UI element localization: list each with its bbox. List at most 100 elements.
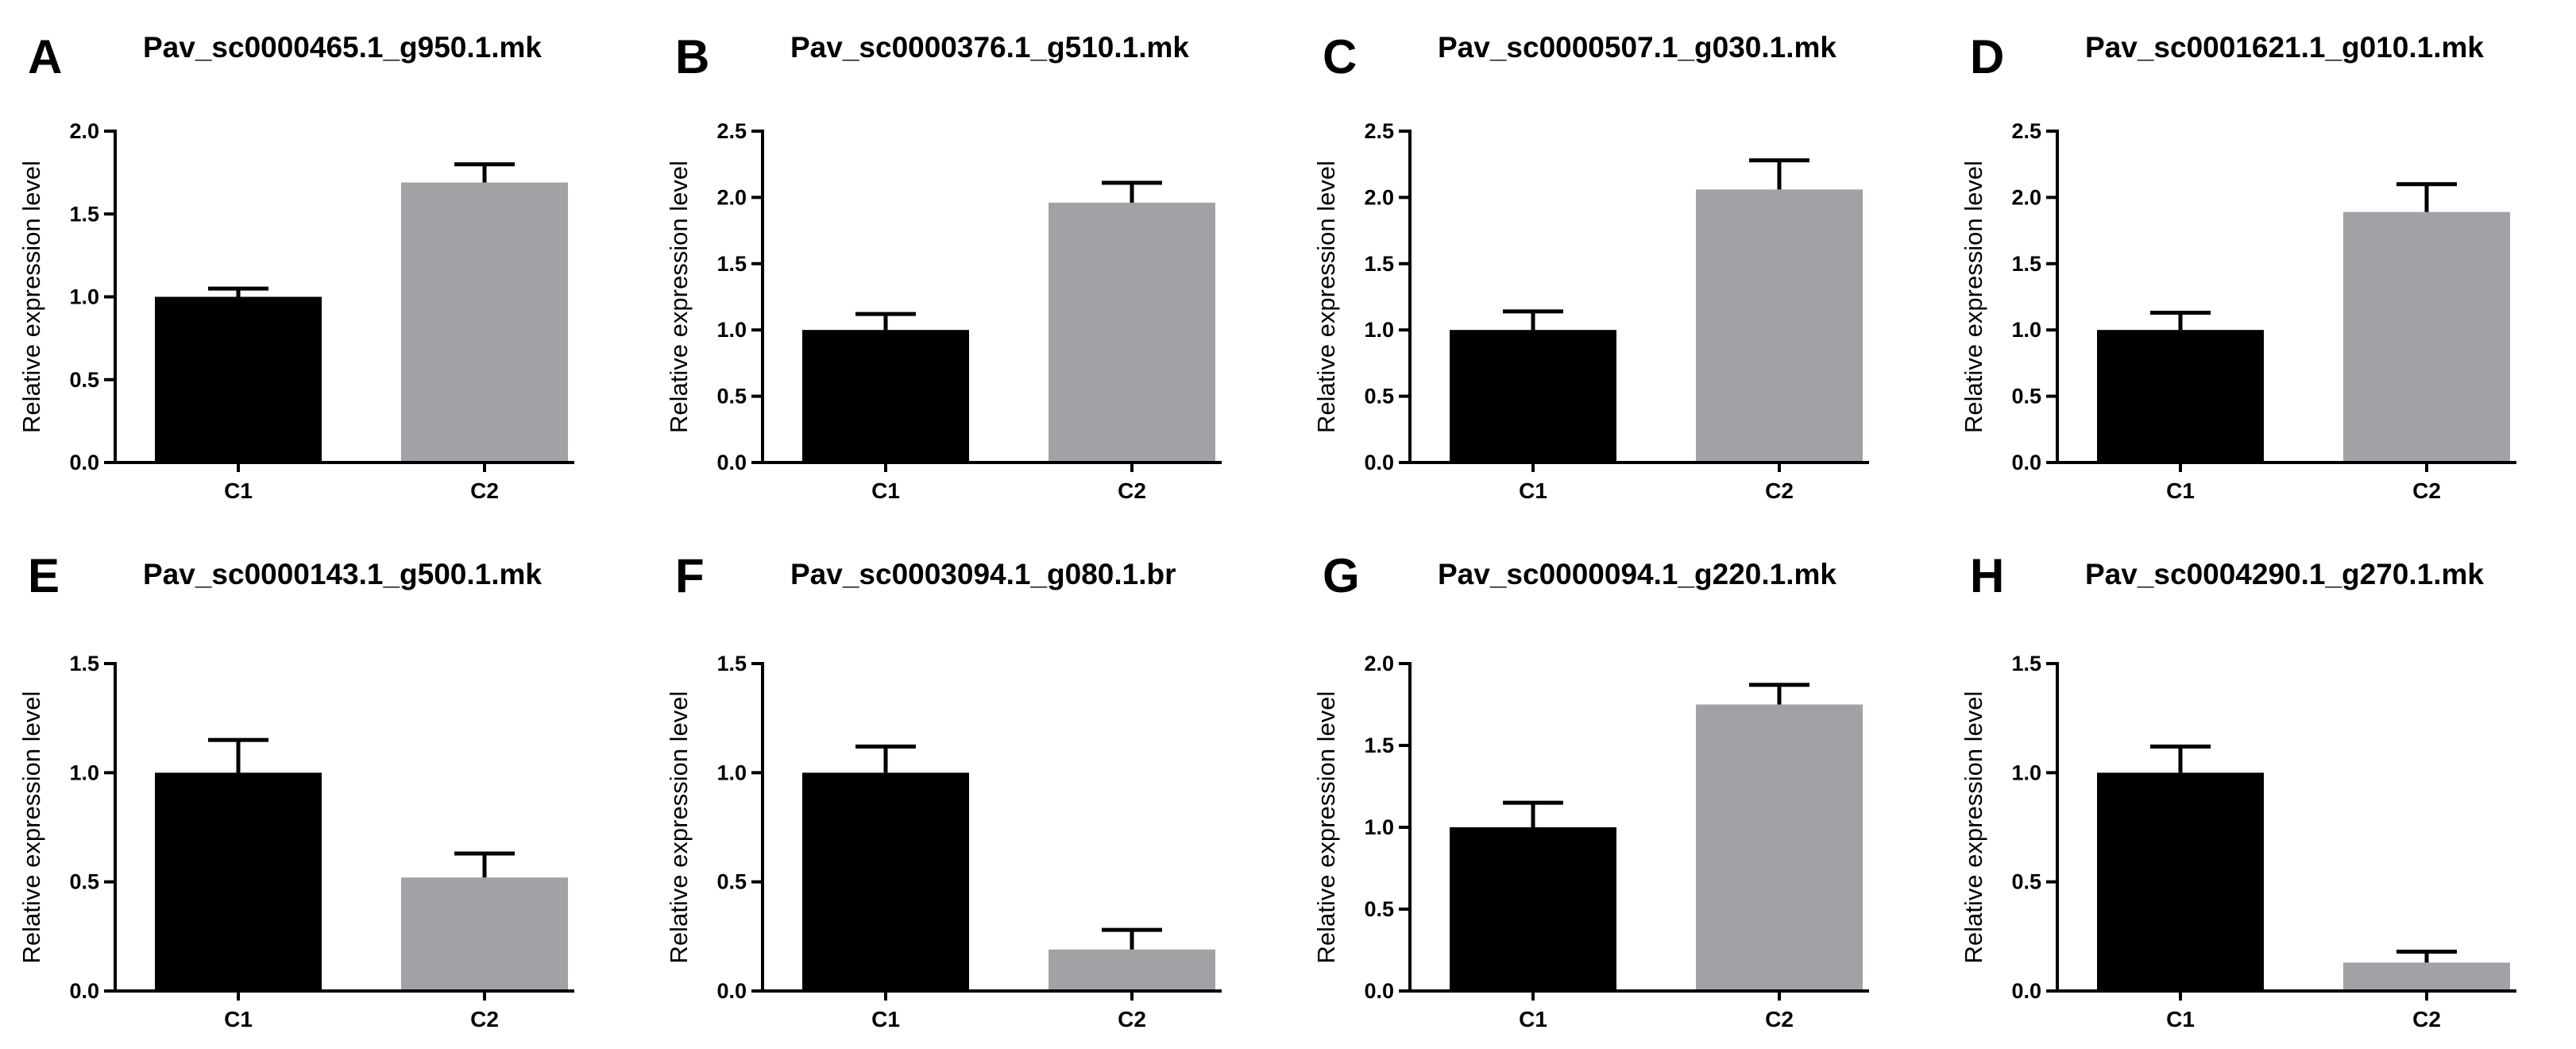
- y-tick-label: 0.5: [69, 870, 99, 894]
- panel-letter: H: [1970, 549, 2004, 602]
- bar-c2: [1696, 704, 1863, 991]
- y-tick-label: 1.0: [69, 285, 99, 309]
- y-axis-label: Relative expression level: [17, 161, 45, 433]
- y-axis-label: Relative expression level: [1312, 691, 1340, 964]
- bar-c1: [2097, 772, 2264, 991]
- panel-b: B Pav_sc0000376.1_g510.1.mk Relative expre…: [665, 30, 1222, 503]
- panel-e: E Pav_sc0000143.1_g500.1.mk Relative expre…: [17, 549, 574, 1032]
- y-tick-label: 2.5: [1364, 119, 1394, 143]
- panel-f: F Pav_sc0003094.1_g080.1.br Relative expre…: [665, 549, 1222, 1032]
- panel-letter: G: [1323, 549, 1360, 602]
- category-label: C2: [1118, 1007, 1146, 1032]
- category-label: C2: [470, 478, 499, 503]
- y-tick-label: 1.5: [716, 252, 747, 276]
- y-axis-label: Relative expression level: [665, 161, 693, 433]
- panel-h: H Pav_sc0004290.1_g270.1.mk Relative expre…: [1960, 549, 2516, 1032]
- category-label: C1: [1519, 478, 1547, 503]
- panel-title: Pav_sc0003094.1_g080.1.br: [790, 558, 1176, 590]
- y-tick-label: 0.5: [69, 368, 99, 392]
- bar-c1: [802, 772, 969, 991]
- y-tick-label: 1.5: [69, 202, 99, 226]
- category-label: C1: [2166, 1007, 2195, 1032]
- category-label: C2: [2412, 478, 2441, 503]
- category-label: C1: [2166, 478, 2195, 503]
- panel-g: G Pav_sc0000094.1_g220.1.mk Relative expre…: [1312, 549, 1869, 1032]
- bar-c2: [2343, 211, 2510, 463]
- bar-c1: [802, 330, 969, 463]
- y-axis-label: Relative expression level: [1312, 161, 1340, 433]
- bar-c2: [401, 877, 568, 991]
- y-tick-label: 0.5: [2011, 870, 2041, 894]
- y-tick-label: 0.0: [2011, 451, 2041, 474]
- panel-letter: C: [1323, 30, 1357, 83]
- y-tick-label: 1.0: [1364, 815, 1394, 839]
- bar-c1: [2097, 330, 2264, 463]
- category-label: C2: [2412, 1007, 2441, 1032]
- panel-title: Pav_sc0004290.1_g270.1.mk: [2085, 558, 2484, 590]
- y-tick-label: 0.5: [2011, 385, 2041, 408]
- y-tick-label: 1.5: [2011, 652, 2041, 675]
- y-axis-label: Relative expression level: [17, 691, 45, 964]
- panel-title: Pav_sc0001621.1_g010.1.mk: [2085, 31, 2484, 64]
- bar-c2: [2343, 962, 2510, 991]
- y-tick-label: 2.0: [1364, 185, 1394, 209]
- y-tick-label: 2.0: [2011, 185, 2041, 209]
- panel-title: Pav_sc0000507.1_g030.1.mk: [1438, 31, 1836, 64]
- category-label: C1: [871, 1007, 900, 1032]
- panel-letter: B: [675, 30, 709, 83]
- category-label: C2: [1765, 1007, 1794, 1032]
- category-label: C1: [1519, 1007, 1547, 1032]
- y-tick-label: 0.5: [1364, 897, 1394, 921]
- y-tick-label: 0.0: [69, 979, 99, 1003]
- y-tick-label: 1.0: [69, 761, 99, 784]
- panel-letter: E: [28, 549, 60, 602]
- y-tick-label: 1.5: [1364, 252, 1394, 276]
- y-tick-label: 2.5: [2011, 119, 2041, 143]
- y-tick-label: 2.0: [716, 185, 747, 209]
- y-tick-label: 2.5: [716, 119, 747, 143]
- bar-c1: [155, 296, 322, 463]
- y-tick-label: 0.0: [1364, 979, 1394, 1003]
- y-tick-label: 0.0: [716, 451, 747, 474]
- category-label: C2: [470, 1007, 499, 1032]
- panel-letter: F: [675, 549, 705, 602]
- panel-title: Pav_sc0000143.1_g500.1.mk: [143, 558, 542, 590]
- y-tick-label: 0.0: [1364, 451, 1394, 474]
- y-tick-label: 0.5: [716, 385, 747, 408]
- bar-c1: [1450, 827, 1616, 991]
- y-tick-label: 0.0: [69, 451, 99, 474]
- y-axis-label: Relative expression level: [665, 691, 693, 964]
- y-axis-label: Relative expression level: [1960, 161, 1987, 433]
- category-label: C2: [1118, 478, 1146, 503]
- bar-c2: [1049, 949, 1215, 991]
- panel-letter: A: [28, 30, 62, 83]
- y-tick-label: 1.5: [716, 652, 747, 675]
- bar-c2: [401, 182, 568, 463]
- panel-title: Pav_sc0000376.1_g510.1.mk: [790, 31, 1189, 64]
- panel-d: D Pav_sc0001621.1_g010.1.mk Relative expre…: [1960, 30, 2516, 503]
- y-axis-label: Relative expression level: [1960, 691, 1987, 964]
- panel-a: A Pav_sc0000465.1_g950.1.mk Relative expre…: [17, 30, 574, 503]
- y-tick-label: 0.5: [716, 870, 747, 894]
- panel-letter: D: [1970, 30, 2004, 83]
- y-tick-label: 1.0: [2011, 318, 2041, 342]
- panel-c: C Pav_sc0000507.1_g030.1.mk Relative expre…: [1312, 30, 1869, 503]
- y-tick-label: 1.0: [716, 761, 747, 784]
- y-tick-label: 2.0: [1364, 652, 1394, 675]
- y-tick-label: 1.0: [1364, 318, 1394, 342]
- category-label: C1: [224, 478, 253, 503]
- category-label: C2: [1765, 478, 1794, 503]
- y-tick-label: 0.0: [716, 979, 747, 1003]
- y-tick-label: 0.0: [2011, 979, 2041, 1003]
- y-tick-label: 1.5: [69, 652, 99, 675]
- category-label: C1: [224, 1007, 253, 1032]
- y-tick-label: 1.5: [2011, 252, 2041, 276]
- bar-c1: [155, 772, 322, 991]
- y-tick-label: 0.5: [1364, 385, 1394, 408]
- y-tick-label: 2.0: [69, 119, 99, 143]
- y-tick-label: 1.0: [716, 318, 747, 342]
- category-label: C1: [871, 478, 900, 503]
- bar-c2: [1696, 189, 1863, 463]
- y-tick-label: 1.5: [1364, 734, 1394, 757]
